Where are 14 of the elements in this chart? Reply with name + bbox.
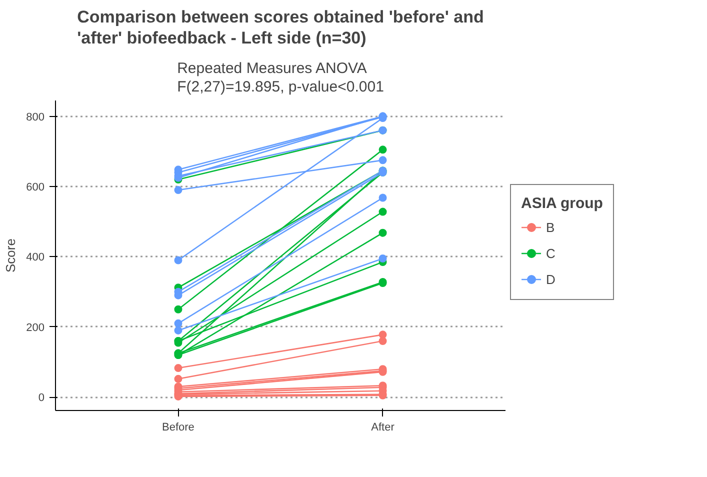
y-tick-label: 800 — [26, 111, 45, 124]
x-tick-label: Before — [162, 422, 194, 434]
y-tick-label: 400 — [26, 252, 45, 264]
x-tick-label: After — [371, 422, 395, 434]
y-axis-title: Score — [3, 238, 18, 272]
legend-title: ASIA group — [521, 195, 603, 212]
y-tick-label: 600 — [26, 182, 45, 194]
chart-subtitle: Repeated Measures ANOVA F(2,27)=19.895, p-value<0.001 — [177, 60, 384, 96]
chart-title: Comparison between scores obtained 'before' and 'after' biofeedback - Left side (n=30) — [77, 8, 484, 48]
y-tick-label: 0 — [38, 392, 45, 404]
y-tick-label: 200 — [26, 322, 45, 334]
legend-label: B — [546, 220, 556, 234]
legend-label: C — [546, 246, 556, 260]
legend-label: D — [546, 272, 556, 286]
